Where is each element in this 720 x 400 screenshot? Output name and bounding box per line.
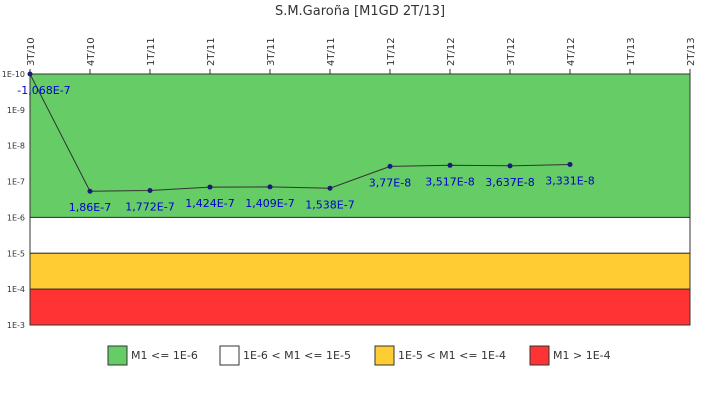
y-tick-label: 1E-7	[7, 178, 25, 187]
y-tick-label: 1E-4	[7, 285, 25, 294]
legend-swatch	[529, 345, 550, 366]
data-point	[387, 163, 393, 169]
x-tick-label: 2T/11	[206, 37, 217, 66]
bands-layer	[29, 73, 691, 326]
data-label: 1,772E-7	[125, 200, 174, 213]
y-tick-label: 1E-3	[7, 321, 25, 330]
band-3	[29, 252, 691, 290]
y-axis-ticks: 1E-10 1E-9 1E-8 1E-7 1E-6 1E-5 1E-4 1E-3	[2, 70, 25, 330]
x-tick-label: 2T/12	[446, 37, 457, 66]
legend-swatch	[219, 345, 240, 366]
legend-swatch	[374, 345, 395, 366]
x-tick-label: 4T/11	[326, 37, 337, 66]
data-label: -1,068E-7	[17, 84, 70, 97]
data-point	[447, 162, 453, 168]
legend-label: 1E-5 < M1 <= 1E-4	[398, 349, 506, 362]
y-tick-label: 1E-8	[7, 142, 25, 151]
legend: M1 <= 1E-6 1E-6 < M1 <= 1E-5 1E-5 < M1 <= …	[107, 345, 611, 366]
data-point	[267, 184, 273, 190]
data-label: 1,424E-7	[185, 197, 234, 210]
x-tick-label: 4T/10	[86, 37, 97, 66]
x-tick-label: 2T/13	[686, 37, 697, 66]
data-point	[507, 163, 513, 169]
band-4	[29, 288, 691, 326]
legend-swatch	[107, 345, 128, 366]
x-tick-label: 4T/12	[566, 37, 577, 66]
series-layer	[27, 71, 573, 194]
data-label: 3,637E-8	[485, 176, 534, 189]
legend-label: M1 > 1E-4	[553, 349, 611, 362]
data-label: 3,77E-8	[369, 176, 411, 189]
data-point	[207, 184, 213, 190]
data-label: 3,331E-8	[545, 174, 594, 187]
y-tick-label: 1E-5	[7, 249, 25, 258]
legend-label: 1E-6 < M1 <= 1E-5	[243, 349, 351, 362]
x-tick-label: 3T/11	[266, 37, 277, 66]
x-tick-label: 1T/11	[146, 37, 157, 66]
x-tick-label: 1T/12	[386, 37, 397, 66]
band-1	[29, 73, 691, 218]
legend-label: M1 <= 1E-6	[131, 349, 198, 362]
data-label: 1,86E-7	[69, 201, 111, 214]
data-labels-layer: -1,068E-7 1,86E-7 1,772E-7 1,424E-7 1,409E-7…	[17, 84, 594, 214]
data-point	[87, 188, 93, 194]
x-axis-ticks: 3T/10 4T/10 1T/11 2T/11 3T/11 4T/11 1T/12 2T/12…	[26, 37, 697, 74]
data-label: 3,517E-8	[425, 175, 474, 188]
y-tick-label: 1E-6	[7, 213, 25, 222]
x-tick-label: 3T/10	[26, 37, 37, 66]
y-tick-label: 1E-9	[7, 106, 25, 115]
data-point	[327, 185, 333, 191]
series-line	[29, 73, 571, 192]
x-tick-label: 1T/13	[626, 37, 637, 66]
x-tick-label: 3T/12	[506, 37, 517, 66]
data-label: 1,538E-7	[305, 198, 354, 211]
chart-title: S.M.Garoña [M1GD 2T/13]	[275, 4, 445, 19]
data-point	[27, 71, 33, 77]
data-point	[147, 187, 153, 193]
data-label: 1,409E-7	[245, 197, 294, 210]
band-2	[29, 216, 691, 254]
data-point	[567, 161, 573, 167]
y-tick-label: 1E-10	[2, 70, 25, 79]
